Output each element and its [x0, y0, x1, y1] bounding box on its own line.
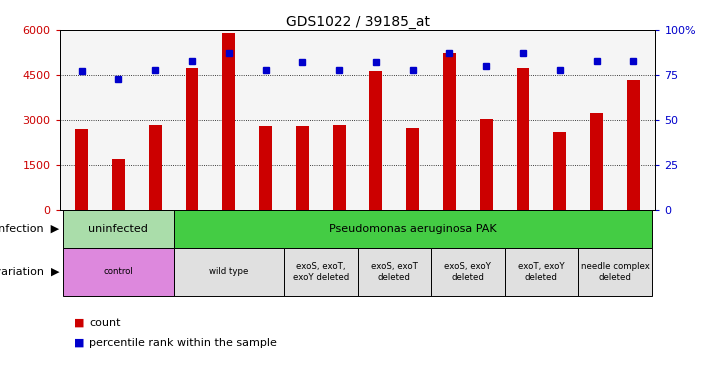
- Text: ■: ■: [74, 338, 84, 348]
- Bar: [333, 124, 346, 210]
- Bar: [590, 112, 603, 210]
- Text: ■: ■: [74, 318, 84, 327]
- Text: wild type: wild type: [209, 267, 248, 276]
- Bar: [63, 210, 174, 248]
- Text: uninfected: uninfected: [88, 224, 149, 234]
- Bar: [63, 248, 174, 296]
- Bar: [627, 80, 640, 210]
- Bar: [358, 248, 431, 296]
- Bar: [443, 53, 456, 210]
- Title: GDS1022 / 39185_at: GDS1022 / 39185_at: [285, 15, 430, 29]
- Text: Pseudomonas aeruginosa PAK: Pseudomonas aeruginosa PAK: [329, 224, 496, 234]
- Bar: [479, 118, 493, 210]
- Bar: [174, 210, 652, 248]
- Bar: [578, 248, 652, 296]
- Text: control: control: [104, 267, 133, 276]
- Text: exoS, exoT
deleted: exoS, exoT deleted: [371, 262, 418, 282]
- Bar: [112, 159, 125, 210]
- Bar: [431, 248, 505, 296]
- Bar: [222, 33, 236, 210]
- Bar: [296, 126, 308, 210]
- Bar: [284, 248, 358, 296]
- Bar: [553, 132, 566, 210]
- Bar: [259, 126, 272, 210]
- Bar: [75, 129, 88, 210]
- Bar: [174, 248, 284, 296]
- Text: exoS, exoT,
exoY deleted: exoS, exoT, exoY deleted: [292, 262, 349, 282]
- Text: percentile rank within the sample: percentile rank within the sample: [89, 338, 277, 348]
- Text: genotype/variation  ▶: genotype/variation ▶: [0, 267, 60, 277]
- Text: needle complex
deleted: needle complex deleted: [580, 262, 649, 282]
- Bar: [186, 68, 198, 210]
- Text: exoT, exoY
deleted: exoT, exoY deleted: [518, 262, 565, 282]
- Bar: [517, 68, 529, 210]
- Bar: [369, 70, 382, 210]
- Bar: [505, 248, 578, 296]
- Bar: [407, 128, 419, 210]
- Text: exoS, exoY
deleted: exoS, exoY deleted: [444, 262, 491, 282]
- Text: count: count: [89, 318, 121, 327]
- Bar: [149, 124, 162, 210]
- Text: infection  ▶: infection ▶: [0, 224, 60, 234]
